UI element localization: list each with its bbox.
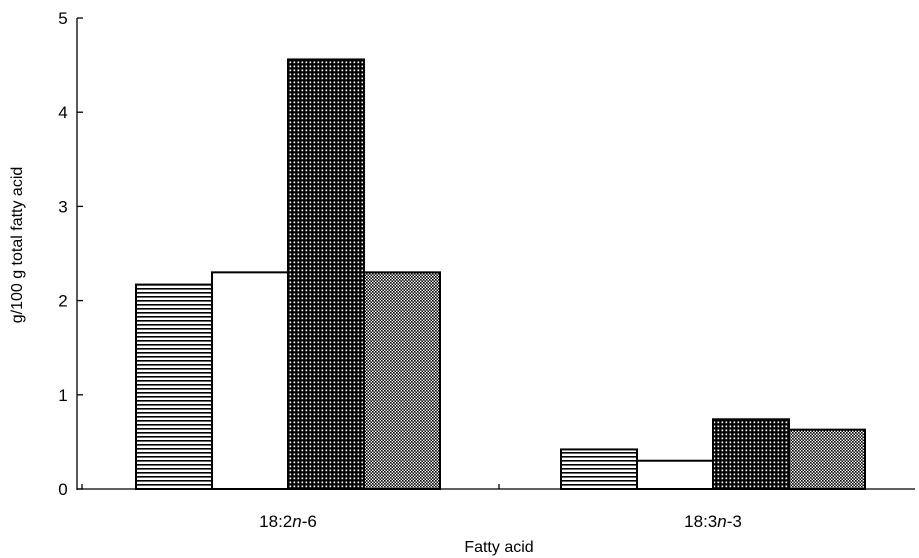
bar-2-3 [712,418,790,490]
y-tick-label: 0 [58,480,67,499]
bar-2-2 [636,459,714,490]
bar-1-4 [363,271,441,490]
x-category-label: 18:3n-3 [684,512,742,531]
x-ticks: 18:2n-6 18:3n-3 [81,484,742,531]
bar-1-2 [211,271,289,490]
y-tick-label: 3 [58,197,67,216]
bar-1-1 [135,283,213,490]
y-tick-label: 2 [58,292,67,311]
y-tick-label: 5 [58,9,67,28]
axes-layer [76,18,915,490]
bar-2-4 [788,428,866,490]
bar-1-3 [287,58,365,491]
bars-layer [135,58,866,491]
x-axis-title: Fatty acid [464,539,533,556]
y-ticks: 0 1 2 3 4 5 [58,9,83,499]
bar-2-1 [560,448,638,491]
y-tick-label: 1 [58,386,67,405]
x-category-label: 18:2n-6 [259,512,317,531]
y-axis-title: g/100 g total fatty acid [9,167,26,324]
y-tick-label: 4 [58,103,67,122]
